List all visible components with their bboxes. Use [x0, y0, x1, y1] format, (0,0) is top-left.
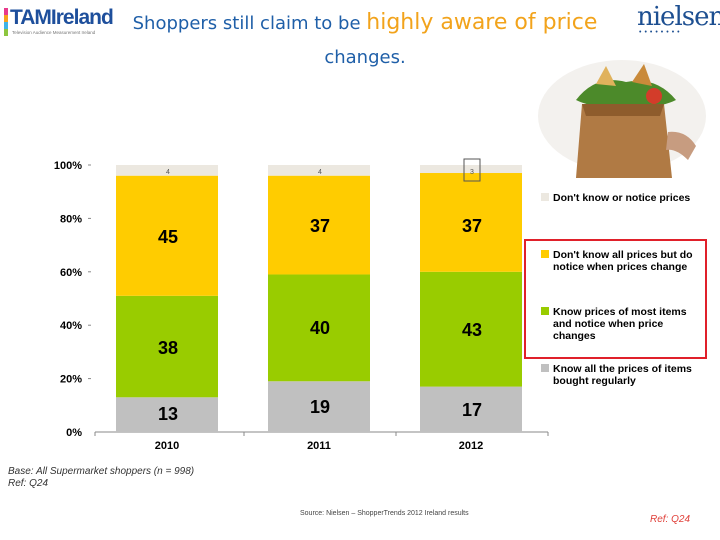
bar-segment	[420, 271, 522, 387]
data-label: 40	[310, 318, 330, 338]
tam-ireland-logo: TAMIreland Television Audience Measureme…	[4, 6, 114, 36]
legend-swatch	[541, 193, 549, 201]
bar-segment	[116, 165, 218, 176]
bar-segment	[116, 397, 218, 432]
data-label: 45	[158, 227, 178, 247]
bar-segment	[268, 175, 370, 275]
ref-note: Ref: Q24	[650, 514, 691, 525]
logo-left-tagline: Television Audience Measurement Ireland	[12, 30, 96, 35]
category-label: 2011	[307, 440, 331, 452]
small-label: 4	[166, 169, 170, 176]
data-label: 37	[462, 216, 482, 236]
bar-segment	[268, 381, 370, 432]
chart-legend: Don't know or notice prices Don't know al…	[541, 192, 693, 387]
legend-text: Don't know or notice prices	[553, 192, 690, 204]
bar-segment	[420, 386, 522, 432]
y-tick-label: 80%	[60, 213, 82, 225]
bar-segment	[116, 295, 218, 398]
legend-text: Know all the prices of items	[553, 363, 692, 375]
logo-right-text: nielsen	[637, 2, 720, 32]
data-label: 37	[310, 216, 330, 236]
title-part2: changes.	[324, 47, 406, 68]
logo-left-text: TAMIreland	[10, 6, 114, 29]
legend-text: bought regularly	[553, 375, 636, 387]
legend-highlight-box	[524, 239, 707, 359]
legend-text: Know prices of most items	[553, 306, 687, 318]
shopping-bag-photo	[538, 60, 706, 178]
data-label: 13	[158, 404, 178, 424]
title-highlight: highly aware of price	[366, 10, 598, 35]
bar-segment	[420, 165, 522, 174]
y-tick-label: 0%	[66, 427, 82, 439]
small-label: 3	[470, 169, 474, 176]
data-label: 38	[158, 338, 178, 358]
page-title: Shoppers still claim to be highly aware …	[110, 6, 620, 75]
nielsen-logo: nielsen ••••••••	[637, 2, 720, 36]
data-label: 17	[462, 400, 482, 420]
source-note: Source: Nielsen – ShopperTrends 2012 Ire…	[300, 510, 469, 517]
base-line-2: Ref: Q24	[8, 478, 49, 489]
category-label: 2010	[155, 440, 179, 452]
legend-text: changes	[553, 330, 596, 342]
base-note: Base: All Supermarket shoppers (n = 998)…	[8, 466, 194, 490]
legend-swatch	[541, 250, 549, 258]
y-tick-label: 100%	[54, 160, 82, 172]
legend-swatch	[541, 364, 549, 372]
bar-segment	[116, 175, 218, 296]
y-tick-label: 60%	[60, 267, 82, 279]
data-label: 19	[310, 397, 330, 417]
data-label: 43	[462, 320, 482, 340]
legend-text: notice when prices change	[553, 261, 687, 273]
bar-segment	[268, 274, 370, 382]
logo-dots: ••••••••	[639, 29, 683, 36]
y-tick-label: 40%	[60, 320, 82, 332]
logo-color-bars	[4, 8, 8, 36]
bars	[116, 165, 522, 432]
base-line-1: Base: All Supermarket shoppers (n = 998)	[8, 466, 195, 477]
bar-segment	[420, 173, 522, 272]
y-tick-label: 20%	[60, 374, 82, 386]
category-label: 2012	[459, 440, 483, 452]
small-label-box	[463, 158, 481, 182]
small-label: 4	[318, 169, 322, 176]
legend-text: and notice when price	[553, 318, 663, 330]
legend-swatch	[541, 307, 549, 315]
legend-text: Don't know all prices but do	[553, 249, 693, 261]
title-part1: Shoppers still claim to be	[132, 13, 367, 34]
bar-segment	[268, 165, 370, 176]
